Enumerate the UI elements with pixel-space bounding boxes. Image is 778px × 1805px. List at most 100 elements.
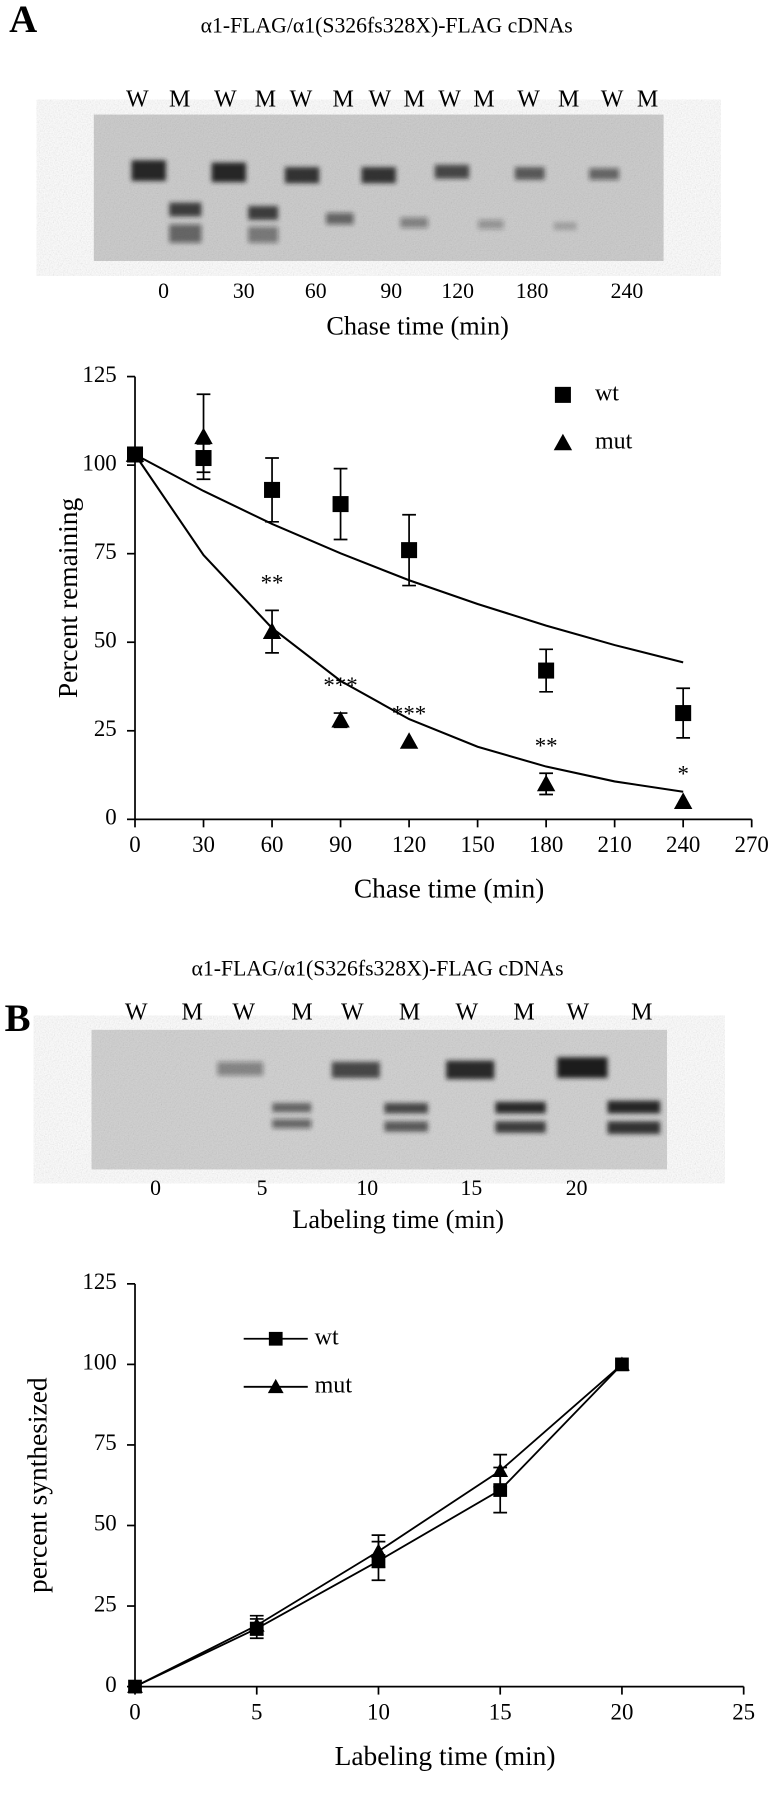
significance-label: ** [261,570,284,595]
x-tick-label: 25 [732,1699,755,1724]
marker [194,427,213,445]
lane-label: M [182,999,203,1025]
y-tick-label: 50 [94,1511,117,1536]
series-line [134,1363,623,1688]
marker [399,732,419,749]
marker [262,622,282,639]
y-axis-label: percent synthesized [22,1377,52,1593]
legend-label: wt [595,380,619,406]
x-tick-label: 150 [460,832,494,857]
lane-label: W [125,999,148,1025]
time-label: 180 [516,279,549,303]
y-tick-label: 0 [105,805,116,830]
time-label: 30 [233,279,255,303]
y-tick-label: 75 [94,539,117,564]
lane-label: M [473,86,494,112]
time-label: 120 [441,279,474,303]
panel-letter: A [9,0,37,41]
significance-label: * [677,762,688,787]
legend-label: mut [315,1372,353,1398]
y-tick-label: 100 [82,1350,116,1375]
x-tick-label: 10 [367,1699,390,1724]
x-tick-label: 270 [735,832,769,857]
time-label: 5 [257,1176,268,1200]
lane-label: M [637,86,658,112]
marker [370,1543,387,1558]
legend-marker [553,433,573,451]
lane-label: W [341,999,364,1025]
lane-label: M [513,999,534,1025]
panel-letter: B [5,997,31,1040]
x-tick-label: 90 [329,832,352,857]
marker [538,662,555,679]
lane-label: M [558,86,579,112]
marker [264,481,281,498]
series-line [134,1363,623,1688]
fit-curve [134,453,684,793]
lane-label: M [333,86,354,112]
time-label: 10 [356,1176,378,1200]
lane-label: W [290,86,313,112]
lane-label: M [403,86,424,112]
lane-label: M [399,999,420,1025]
x-tick-label: 0 [129,1699,140,1724]
x-tick-label: 0 [129,832,140,857]
time-label: 15 [461,1176,483,1200]
marker [492,1462,509,1478]
time-label: 20 [566,1176,588,1200]
gel-title: α1-FLAG/α1(S326fs328X)-FLAG cDNAs [201,14,573,38]
x-tick-label: 15 [489,1699,512,1724]
lane-label: W [566,999,589,1025]
lane-label: W [517,86,540,112]
legend-label: wt [315,1324,339,1350]
marker [673,792,693,809]
x-tick-label: 20 [611,1699,634,1724]
marker [125,445,145,462]
y-tick-label: 75 [94,1430,117,1455]
lane-label: W [455,999,478,1025]
time-label: 0 [150,1176,161,1200]
lane-label: M [169,86,190,112]
lane-label: M [291,999,312,1025]
x-tick-label: 60 [261,832,284,857]
x-tick-label: 120 [392,832,426,857]
y-tick-label: 25 [94,716,117,741]
lane-label: M [255,86,276,112]
marker [248,1617,265,1632]
x-tick-label: 240 [666,832,700,857]
marker [614,1356,630,1371]
significance-label: *** [323,673,357,698]
legend-marker [554,386,571,403]
time-label: 0 [158,279,169,303]
gel-image [91,1029,668,1170]
y-tick-label: 100 [82,450,116,475]
x-tick-label: 5 [251,1699,262,1724]
marker [331,710,350,728]
x-axis-label: Chase time (min) [354,874,545,904]
x-tick-label: 210 [597,832,631,857]
lane-label: W [369,86,392,112]
time-label: 60 [305,279,327,303]
y-tick-label: 25 [94,1591,117,1616]
time-label: 90 [380,279,402,303]
lane-label: W [126,86,149,112]
marker [675,705,692,722]
y-tick-label: 0 [105,1672,116,1697]
lane-label: M [631,999,652,1025]
x-tick-label: 180 [529,832,563,857]
lane-label: W [214,86,237,112]
gel-axis-label: Labeling time (min) [292,1205,504,1234]
lane-label: W [601,86,624,112]
gel-axis-label: Chase time (min) [326,312,509,341]
marker [536,774,556,792]
x-tick-label: 30 [192,832,215,857]
marker [401,542,418,559]
lane-label: W [232,999,255,1025]
legend-marker [267,1378,284,1394]
gel-title: α1-FLAG/α1(S326fs328X)-FLAG cDNAs [192,956,564,980]
y-tick-label: 125 [82,362,116,387]
legend-marker [268,1331,283,1346]
x-axis-label: Labeling time (min) [335,1741,556,1771]
